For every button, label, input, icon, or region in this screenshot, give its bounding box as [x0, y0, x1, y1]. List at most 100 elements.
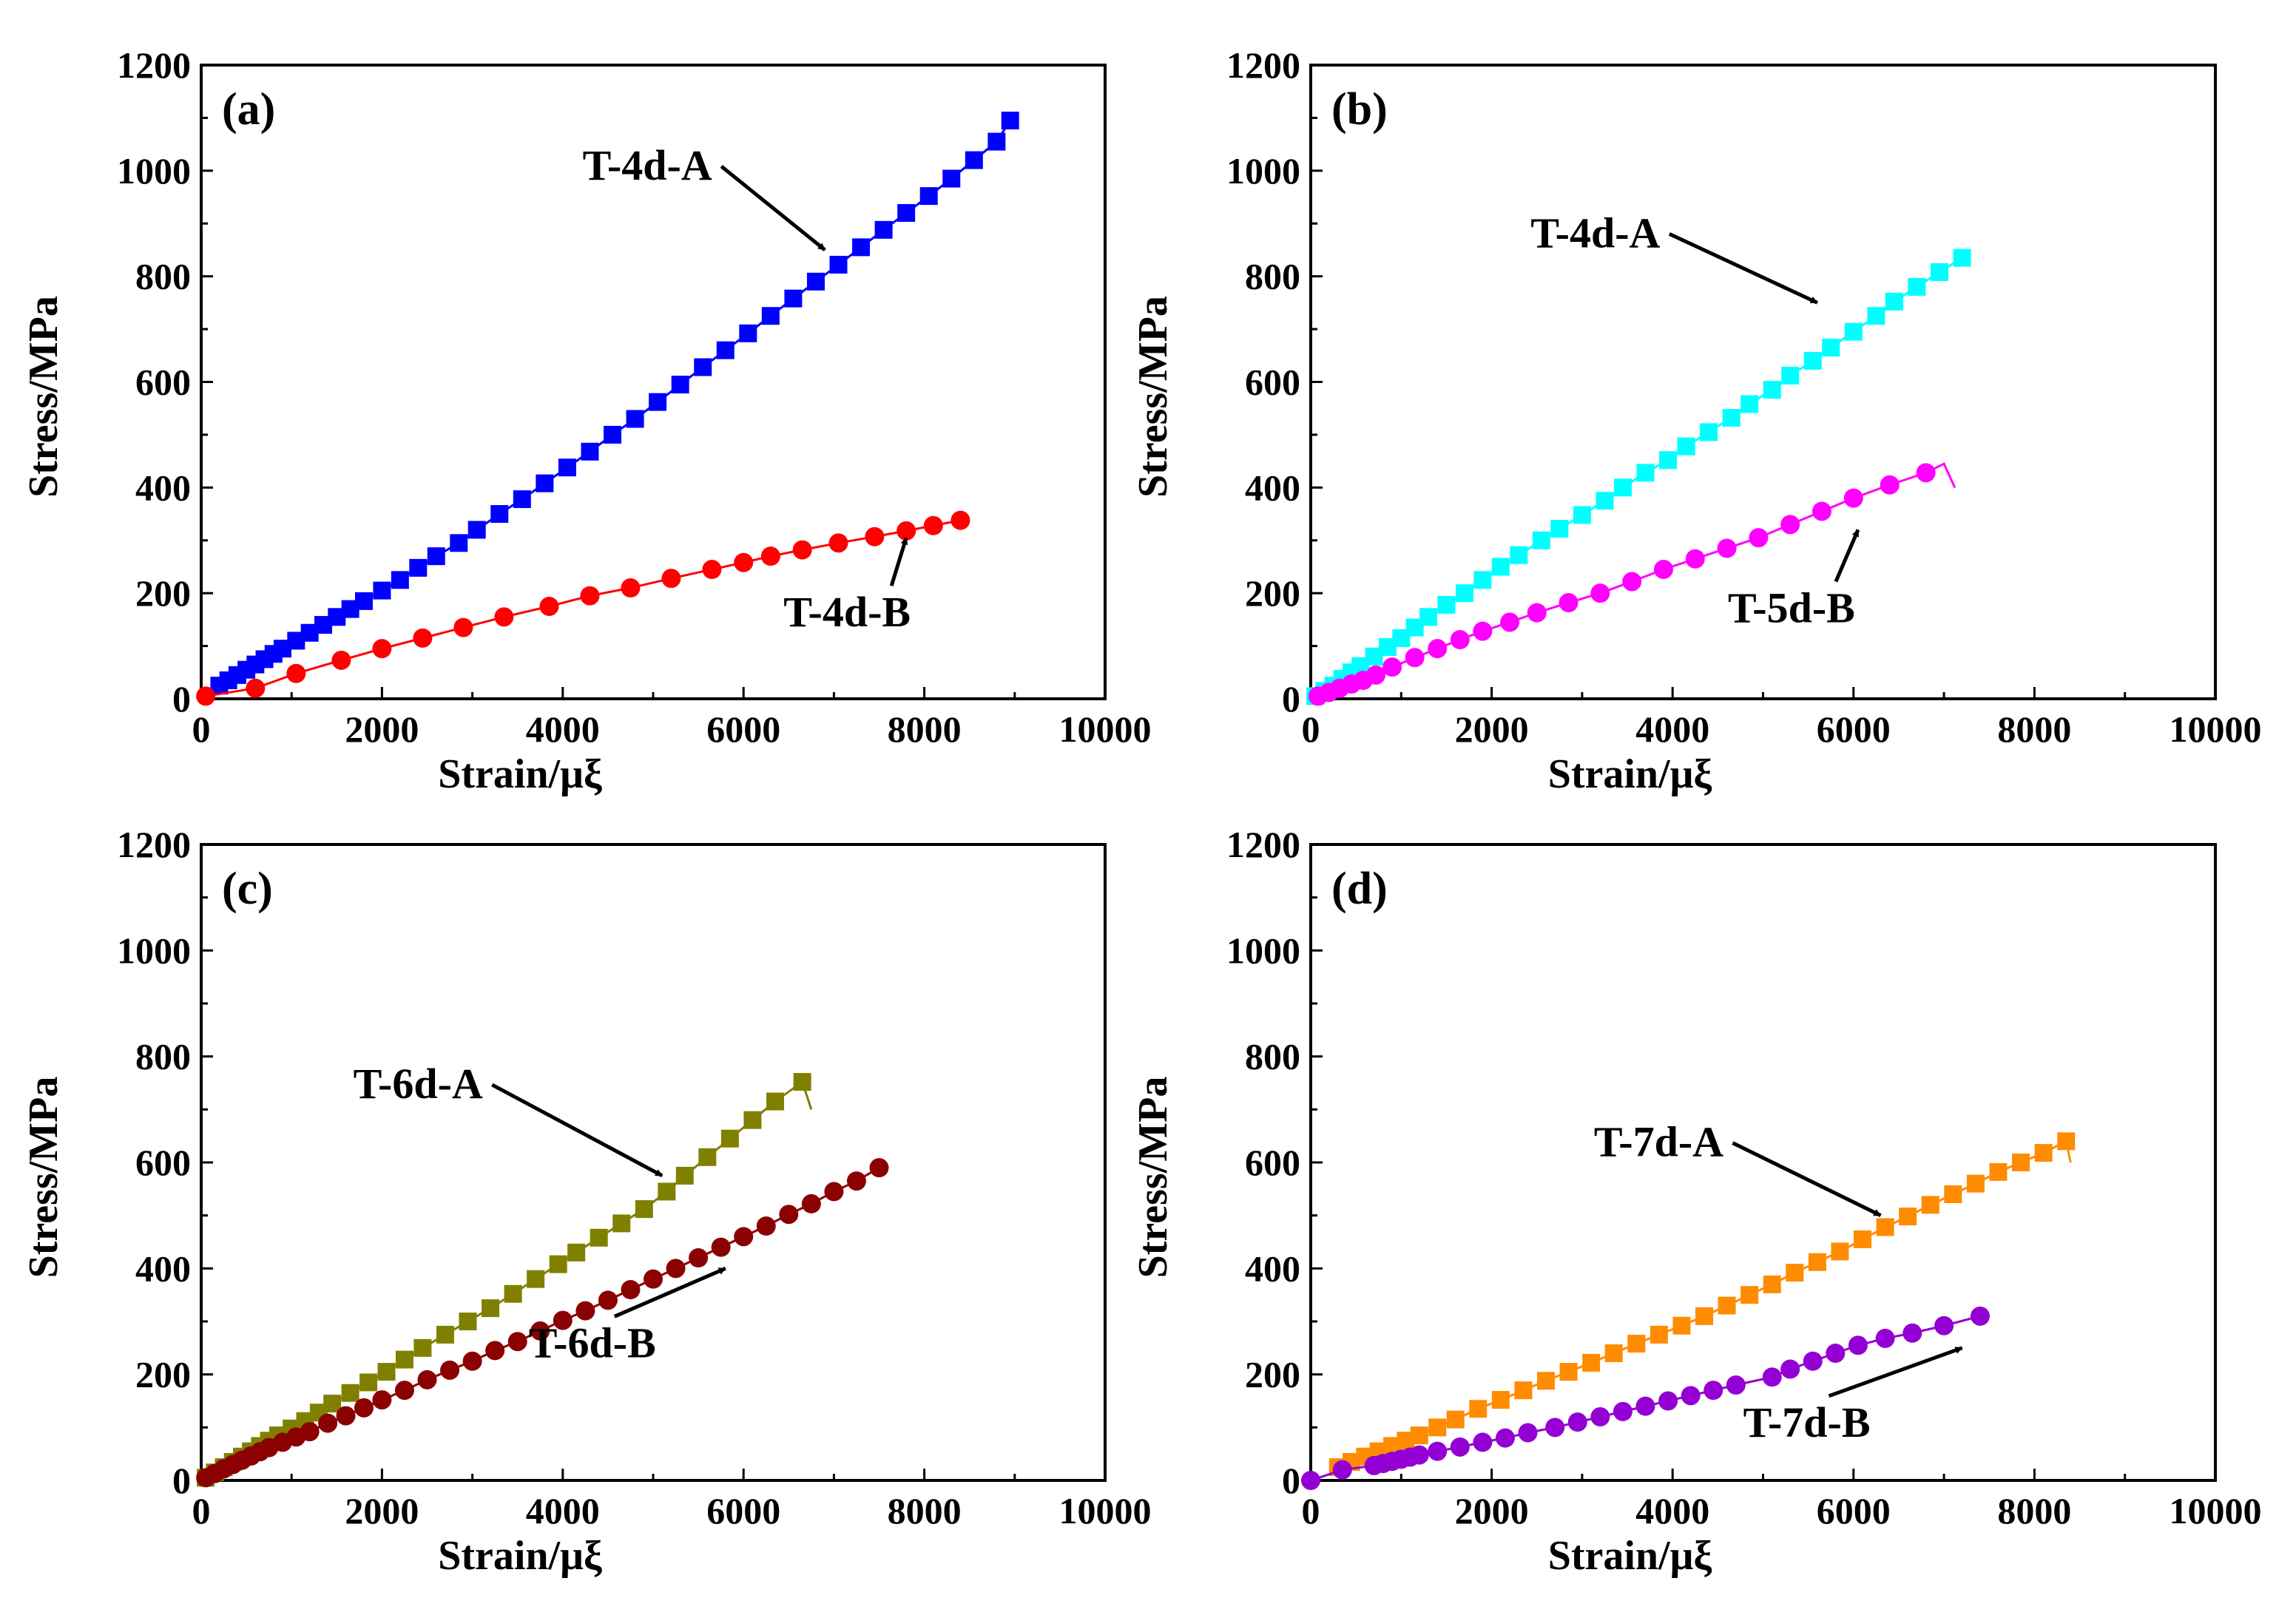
data-point — [581, 442, 599, 461]
data-point — [635, 1200, 653, 1219]
data-point — [756, 1216, 776, 1236]
data-point — [440, 1360, 460, 1380]
data-point — [1450, 630, 1470, 650]
data-point — [1527, 603, 1547, 623]
data-point — [1930, 263, 1948, 281]
x-tick-label: 8000 — [888, 1490, 962, 1531]
x-tick-label: 8000 — [1997, 1490, 2071, 1531]
data-point — [1803, 1351, 1823, 1371]
x-axis-title: Strain/μξ — [438, 751, 602, 797]
data-point — [1672, 1316, 1691, 1335]
data-point — [874, 220, 893, 239]
data-point — [671, 376, 689, 394]
data-point — [467, 521, 486, 539]
panel-label: (c) — [222, 864, 273, 914]
data-point — [1567, 1412, 1587, 1432]
data-point — [965, 151, 983, 169]
x-axis-title: Strain/μξ — [438, 1533, 602, 1579]
chart-panel-1: 0 2000 4000 6000 8000 10000 0 200 400 600 800 1000 1… — [21, 44, 1152, 797]
series-label: T-4d-B — [783, 588, 911, 636]
y-tick-label: 1000 — [117, 150, 191, 192]
data-point — [1658, 1391, 1678, 1411]
data-point — [1700, 423, 1718, 441]
data-point — [761, 307, 780, 325]
data-point — [1491, 1391, 1510, 1409]
plot-frame — [1309, 843, 2217, 1482]
data-point — [1419, 608, 1437, 626]
data-point — [1780, 515, 1800, 535]
data-point — [1514, 1381, 1533, 1400]
data-point — [1510, 546, 1528, 564]
data-point — [395, 1350, 413, 1369]
data-point — [919, 187, 938, 206]
y-tick-label: 400 — [135, 1247, 191, 1289]
data-point — [604, 425, 622, 444]
data-point — [575, 1301, 595, 1321]
data-point — [1740, 395, 1759, 413]
data-point — [1545, 1418, 1565, 1438]
data-point — [1428, 1418, 1447, 1437]
data-point — [689, 1248, 709, 1267]
x-tick-label: 4000 — [526, 708, 600, 750]
data-point — [504, 1284, 522, 1303]
y-tick-label: 0 — [1282, 678, 1300, 720]
data-point — [1876, 1218, 1894, 1236]
data-point — [1843, 488, 1863, 508]
data-point — [453, 617, 473, 637]
data-point — [246, 678, 266, 698]
series-label: T-6d-A — [354, 1060, 483, 1108]
series-label: T-4d-A — [583, 141, 712, 189]
data-point — [734, 1227, 754, 1247]
series-T-4d-B-b — [196, 510, 970, 706]
data-point — [1518, 1423, 1538, 1443]
data-point — [1740, 1286, 1759, 1304]
data-point — [1944, 1185, 1962, 1203]
data-point — [567, 1243, 586, 1262]
data-point — [1908, 277, 1926, 296]
data-point — [1880, 475, 1900, 495]
data-point — [409, 558, 428, 577]
y-tick-label: 200 — [135, 572, 191, 614]
data-point — [1428, 639, 1448, 659]
data-point — [792, 540, 812, 560]
data-point — [658, 1182, 676, 1201]
data-point — [1590, 583, 1610, 603]
data-point — [1405, 648, 1425, 668]
data-point — [1762, 1367, 1782, 1387]
y-tick-label: 600 — [1245, 1142, 1300, 1183]
data-point — [1934, 1316, 1954, 1335]
chart-panel-2: 0 2000 4000 6000 8000 10000 0 200 400 600 800 1000 1… — [1130, 44, 2262, 797]
chart-panel-3: 0 2000 4000 6000 8000 10000 0 200 400 600 800 1000 1… — [21, 824, 1152, 1579]
data-point — [354, 592, 373, 610]
data-point — [1532, 531, 1550, 549]
annotation: T-7d-A — [1594, 1118, 1882, 1217]
data-point — [507, 1332, 527, 1352]
data-point — [318, 1413, 338, 1433]
data-point — [558, 458, 576, 477]
x-tick-label: 10000 — [2170, 708, 2262, 750]
data-point — [1718, 1296, 1736, 1315]
y-tick-label: 800 — [135, 1036, 191, 1077]
data-point — [897, 203, 916, 222]
y-tick-label: 0 — [172, 678, 191, 720]
x-tick-label: 4000 — [1635, 1490, 1709, 1531]
data-point — [1450, 1437, 1470, 1457]
data-point — [462, 1351, 482, 1371]
series-label: T-6d-B — [529, 1318, 656, 1367]
annotation-arrow — [1668, 232, 1818, 305]
data-point — [459, 1313, 477, 1330]
data-point — [1627, 1335, 1646, 1353]
data-point — [779, 1205, 799, 1225]
data-point — [1677, 437, 1695, 456]
data-point — [824, 1182, 844, 1202]
data-point — [720, 1129, 739, 1148]
data-point — [1826, 1344, 1846, 1363]
y-tick-label: 800 — [1245, 256, 1300, 297]
series-line — [205, 1080, 803, 1479]
x-tick-label: 8000 — [888, 708, 962, 750]
x-tick-label: 10000 — [1059, 1490, 1152, 1531]
annotation: T-4d-A — [1530, 209, 1818, 305]
y-tick-label: 1000 — [1226, 150, 1300, 192]
data-point — [1867, 307, 1885, 325]
